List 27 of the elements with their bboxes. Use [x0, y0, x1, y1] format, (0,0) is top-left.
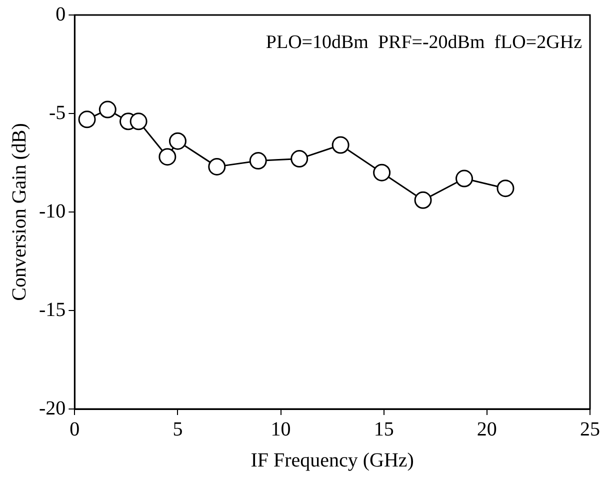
y-tick-label: -15 — [38, 298, 66, 321]
x-tick-label: 0 — [70, 418, 80, 440]
y-tick-label: -20 — [38, 397, 66, 420]
y-tick-label: -10 — [38, 200, 66, 222]
annotation: PLO=10dBm PRF=-20dBm fLO=2GHz — [266, 32, 582, 53]
point — [130, 112, 148, 130]
x-tick-label: 25 — [580, 418, 600, 440]
point — [332, 136, 350, 154]
point — [168, 132, 186, 150]
point — [249, 152, 267, 170]
point — [158, 148, 176, 166]
y-tick-label: -5 — [48, 102, 66, 124]
point — [290, 150, 308, 168]
x-tick-label: 15 — [374, 418, 394, 440]
y-axis-title: Conversion Gain (dB) — [8, 123, 30, 301]
point — [98, 100, 116, 118]
point — [208, 158, 226, 176]
x-tick-label: 20 — [476, 418, 497, 440]
point — [456, 170, 474, 188]
x-tick-label: 10 — [270, 418, 291, 440]
point — [496, 180, 514, 198]
point — [78, 110, 96, 128]
y-tick-label: 0 — [56, 3, 66, 26]
point — [414, 191, 432, 209]
x-axis-title: IF Frequency (GHz) — [250, 449, 414, 472]
x-tick-label: 5 — [172, 418, 183, 440]
point — [373, 164, 391, 182]
